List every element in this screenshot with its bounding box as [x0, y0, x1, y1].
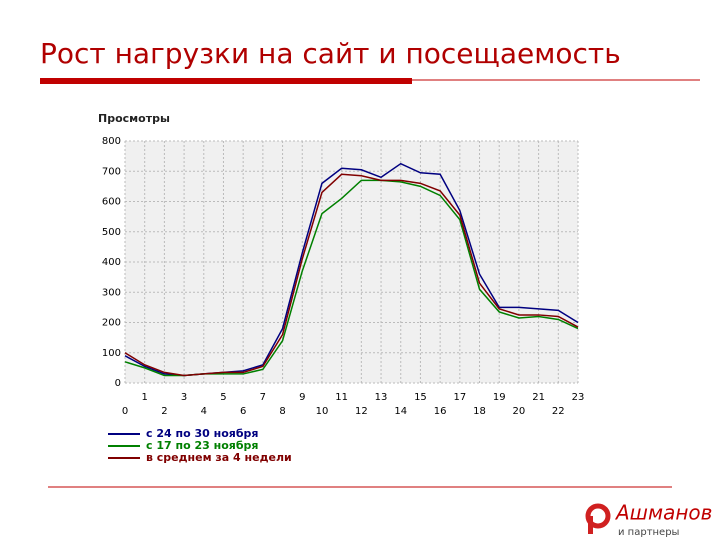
x-tick-label: 7 [260, 392, 266, 403]
x-tick-label: 16 [434, 406, 447, 417]
y-tick-label: 500 [102, 227, 121, 238]
y-tick-label: 700 [102, 166, 121, 177]
y-tick-label: 600 [102, 197, 121, 208]
logo-sub: и партнеры [618, 527, 679, 538]
x-tick-label: 4 [201, 406, 207, 417]
y-tick-label: 300 [102, 287, 121, 298]
x-tick-label: 20 [513, 406, 526, 417]
logo: Ашманов и партнеры [585, 501, 712, 538]
x-tick-label: 5 [220, 392, 226, 403]
y-tick-label: 100 [102, 348, 121, 359]
x-tick-label: 10 [316, 406, 329, 417]
y-tick-label: 200 [102, 318, 121, 329]
legend-label: с 17 по 23 ноября [146, 439, 258, 452]
x-tick-label: 2 [161, 406, 167, 417]
chart-title: Просмотры [98, 112, 170, 125]
x-tick-label: 3 [181, 392, 187, 403]
legend-label: в среднем за 4 недели [146, 451, 292, 464]
x-tick-label: 8 [279, 406, 285, 417]
x-tick-label: 0 [122, 406, 128, 417]
x-tick-label: 6 [240, 406, 246, 417]
logo-icon-stem [588, 516, 593, 534]
x-tick-label: 21 [532, 392, 545, 403]
series-line [124, 173, 579, 377]
x-tick-label: 22 [552, 406, 565, 417]
title-underline [40, 78, 412, 84]
x-tick-label: 14 [394, 406, 407, 417]
y-tick-label: 400 [102, 257, 121, 268]
logo-name: Ашманов [614, 501, 712, 525]
y-tick-label: 800 [102, 136, 121, 147]
x-tick-label: 19 [493, 392, 506, 403]
slide-title: Рост нагрузки на сайт и посещаемость [40, 37, 621, 70]
x-tick-label: 15 [414, 392, 427, 403]
x-tick-label: 17 [453, 392, 466, 403]
legend-label: с 24 по 30 ноября [146, 427, 258, 440]
x-tick-label: 9 [299, 392, 305, 403]
x-tick-label: 12 [355, 406, 368, 417]
x-tick-label: 18 [473, 406, 486, 417]
y-tick-label: 0 [115, 378, 121, 389]
x-tick-label: 13 [375, 392, 388, 403]
x-tick-label: 1 [142, 392, 148, 403]
x-tick-label: 23 [572, 392, 585, 403]
x-tick-label: 11 [335, 392, 348, 403]
